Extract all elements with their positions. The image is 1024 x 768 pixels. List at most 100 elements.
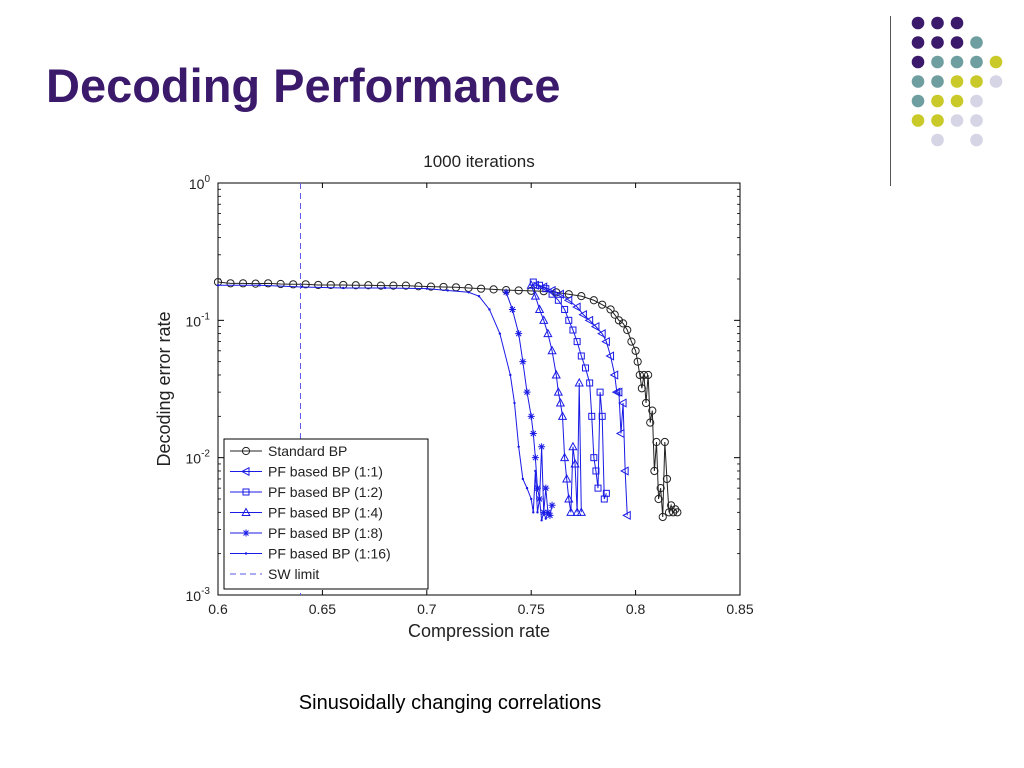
series-line bbox=[533, 281, 607, 500]
legend-item: PF based BP (1:1) bbox=[230, 464, 383, 480]
data-point bbox=[519, 358, 527, 366]
data-point bbox=[557, 411, 568, 420]
data-point bbox=[276, 279, 285, 289]
data-point bbox=[289, 280, 298, 289]
x-tick-label: 0.85 bbox=[726, 601, 753, 617]
data-point bbox=[673, 508, 682, 517]
decorative-dot bbox=[911, 114, 925, 127]
data-point bbox=[426, 282, 436, 291]
data-point bbox=[216, 284, 220, 287]
series-line bbox=[530, 285, 582, 513]
data-point bbox=[613, 387, 623, 397]
data-point bbox=[584, 315, 594, 325]
data-point bbox=[540, 519, 543, 522]
data-point bbox=[467, 291, 470, 294]
data-point bbox=[606, 305, 615, 314]
series-5 bbox=[216, 284, 550, 522]
data-point bbox=[660, 437, 669, 447]
data-point bbox=[562, 473, 572, 483]
legend-label: PF based BP (1:2) bbox=[268, 484, 383, 500]
legend-label: Standard BP bbox=[268, 443, 347, 459]
data-point bbox=[570, 458, 580, 468]
data-point bbox=[514, 286, 523, 295]
decorative-dot bbox=[970, 75, 983, 88]
data-point bbox=[633, 357, 642, 366]
decorative-dot bbox=[931, 16, 944, 30]
data-point bbox=[383, 286, 387, 290]
decorative-dot bbox=[970, 133, 983, 147]
y-tick-label: 100 bbox=[189, 174, 211, 192]
data-point bbox=[401, 281, 411, 290]
data-point bbox=[376, 281, 385, 290]
data-point bbox=[574, 377, 584, 387]
data-point bbox=[508, 305, 516, 313]
decorative-dot bbox=[931, 114, 944, 127]
decorative-dot bbox=[950, 36, 964, 49]
decorative-dot bbox=[931, 36, 944, 49]
series-layer bbox=[213, 183, 682, 595]
data-point bbox=[489, 285, 498, 294]
legend-label: PF based BP (1:16) bbox=[268, 546, 391, 562]
decorative-dot bbox=[911, 16, 925, 30]
data-point bbox=[610, 310, 619, 319]
data-point bbox=[598, 412, 606, 420]
series-2 bbox=[529, 278, 610, 503]
data-point bbox=[563, 295, 573, 305]
data-point bbox=[596, 388, 604, 396]
decorative-dot bbox=[931, 55, 944, 69]
data-point bbox=[551, 369, 561, 379]
decorative-dot bbox=[970, 36, 983, 49]
data-point bbox=[631, 346, 640, 355]
data-point bbox=[414, 282, 423, 291]
data-point bbox=[597, 329, 606, 339]
data-point bbox=[641, 398, 651, 408]
data-point bbox=[601, 336, 610, 347]
data-point bbox=[654, 494, 663, 504]
data-point bbox=[614, 316, 623, 325]
x-tick-label: 0.8 bbox=[626, 601, 646, 617]
data-point bbox=[525, 486, 529, 490]
decorative-dot bbox=[911, 94, 925, 108]
data-point bbox=[242, 529, 250, 537]
data-point bbox=[577, 292, 586, 301]
legend-item: PF based BP (1:16) bbox=[230, 546, 391, 562]
data-point bbox=[326, 280, 335, 290]
y-tick-label: 10-1 bbox=[186, 311, 211, 329]
legend-label: PF based BP (1:4) bbox=[268, 505, 383, 521]
data-point bbox=[555, 289, 564, 299]
data-point bbox=[609, 370, 619, 380]
data-point bbox=[502, 288, 510, 296]
data-point bbox=[618, 398, 627, 408]
decorative-dot bbox=[931, 75, 944, 88]
data-point bbox=[564, 493, 574, 503]
data-point bbox=[251, 279, 260, 288]
decorative-dot bbox=[989, 55, 1003, 69]
data-point bbox=[652, 437, 661, 447]
data-point bbox=[590, 454, 598, 462]
legend: Standard BP PF based BP (1:1) PF based BP … bbox=[223, 438, 429, 590]
data-point bbox=[646, 418, 655, 427]
legend-label: PF based BP (1:1) bbox=[268, 464, 383, 480]
data-point bbox=[573, 338, 581, 346]
data-point bbox=[513, 401, 516, 405]
data-point bbox=[258, 284, 261, 287]
data-point bbox=[648, 406, 657, 415]
data-point bbox=[533, 484, 541, 492]
decorative-dot bbox=[950, 75, 964, 88]
data-point bbox=[543, 328, 553, 338]
x-tick-label: 0.75 bbox=[518, 601, 545, 617]
data-point bbox=[542, 511, 545, 514]
decorative-dot bbox=[950, 94, 964, 108]
data-point bbox=[568, 441, 578, 451]
data-point bbox=[530, 291, 541, 300]
data-point bbox=[566, 507, 576, 516]
decorative-dot bbox=[911, 36, 925, 49]
legend-item: SW limit bbox=[230, 566, 319, 582]
legend-item: Standard BP bbox=[230, 443, 347, 459]
data-point bbox=[242, 488, 250, 496]
decorative-dot bbox=[970, 55, 983, 69]
legend-item: PF based BP (1:2) bbox=[230, 484, 383, 500]
data-point bbox=[555, 397, 566, 407]
data-point bbox=[588, 412, 596, 420]
